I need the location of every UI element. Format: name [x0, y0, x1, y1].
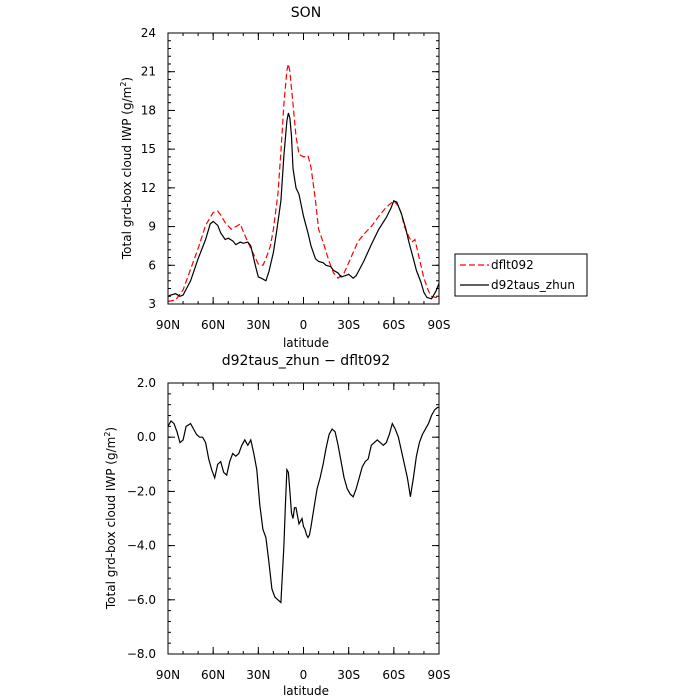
- top-y-tick-label: 6: [148, 258, 156, 272]
- top-series-line-dflt092: [167, 63, 439, 302]
- top-y-axis-label: Total grd-box cloud IWP (g/m2): [119, 77, 134, 260]
- bottom-panel-difference: d92taus_zhun − dflt092 90N 60N 30N 0 30S 60S 9…: [103, 353, 450, 698]
- top-x-tick-label: 90S: [428, 318, 451, 332]
- top-y-tick-label: 9: [148, 220, 156, 234]
- legend: dflt092 d92taus_zhun: [454, 253, 588, 297]
- top-y-axis-label-superscript: 2: [119, 82, 128, 87]
- top-x-tick-label: 30N: [246, 318, 270, 332]
- bottom-panel-title: d92taus_zhun − dflt092: [222, 353, 390, 369]
- bottom-y-axis-label-superscript: 2: [103, 432, 112, 437]
- top-y-tick-label: 18: [141, 103, 156, 117]
- bottom-x-tick-label: 90S: [428, 668, 451, 682]
- top-x-tick-label: 0: [300, 318, 308, 332]
- bottom-y-tick-label: −8.0: [127, 647, 156, 661]
- bottom-plot-frame: [167, 382, 440, 655]
- bottom-y-tick-label: −6.0: [127, 593, 156, 607]
- top-y-tick-label: 15: [141, 142, 156, 156]
- bottom-y-tick-label: −2.0: [127, 484, 156, 498]
- bottom-y-tick-label: 0.0: [137, 430, 156, 444]
- bottom-x-tick-label: 60N: [201, 668, 225, 682]
- bottom-y-tick-label: 2.0: [137, 376, 156, 390]
- bottom-plot-area: 90N 60N 30N 0 30S 60S 90S −8.0 −6.0 −4.0 −2.0 0.0 2.…: [127, 376, 451, 682]
- bottom-y-tick-label: −4.0: [127, 539, 156, 553]
- top-series-line-d92taus-zhun: [167, 112, 440, 300]
- legend-box: [454, 253, 588, 297]
- top-y-axis-label-close: ): [120, 77, 134, 82]
- bottom-x-tick-label: 30N: [246, 668, 270, 682]
- top-y-tick-label: 21: [141, 65, 156, 79]
- top-y-tick-label: 24: [141, 26, 156, 40]
- top-panel-title: SON: [291, 5, 321, 21]
- top-panel-son: SON 90N 60N 30N 0 30S 60S 90S 3 6 9 12 15 18 21 24 lat…: [119, 5, 588, 350]
- top-y-tick-label: 12: [141, 181, 156, 195]
- bottom-series-line: [167, 406, 439, 604]
- top-plot-frame: [167, 32, 440, 305]
- top-x-tick-label: 60S: [382, 318, 405, 332]
- top-x-tick-label: 90N: [156, 318, 180, 332]
- legend-label-d92taus-zhun: d92taus_zhun: [491, 278, 575, 292]
- bottom-x-tick-label: 30S: [337, 668, 360, 682]
- bottom-y-axis-label: Total grd-box cloud IWP (g/m2): [103, 427, 118, 610]
- legend-label-dflt092: dflt092: [491, 258, 534, 272]
- bottom-x-tick-label: 60S: [382, 668, 405, 682]
- top-y-tick-label: 3: [148, 297, 156, 311]
- bottom-y-axis-label-close: ): [104, 427, 118, 432]
- bottom-x-tick-label: 90N: [156, 668, 180, 682]
- top-plot-area: 90N 60N 30N 0 30S 60S 90S 3 6 9 12 15 18 21 24: [141, 26, 451, 332]
- bottom-x-axis-label: latitude: [283, 684, 329, 698]
- top-x-tick-label: 30S: [337, 318, 360, 332]
- top-x-tick-label: 60N: [201, 318, 225, 332]
- bottom-x-tick-label: 0: [300, 668, 308, 682]
- bottom-y-axis-label-main: Total grd-box cloud IWP (g/m: [104, 437, 118, 610]
- top-x-axis-label: latitude: [283, 336, 329, 350]
- top-y-axis-label-main: Total grd-box cloud IWP (g/m: [120, 87, 134, 260]
